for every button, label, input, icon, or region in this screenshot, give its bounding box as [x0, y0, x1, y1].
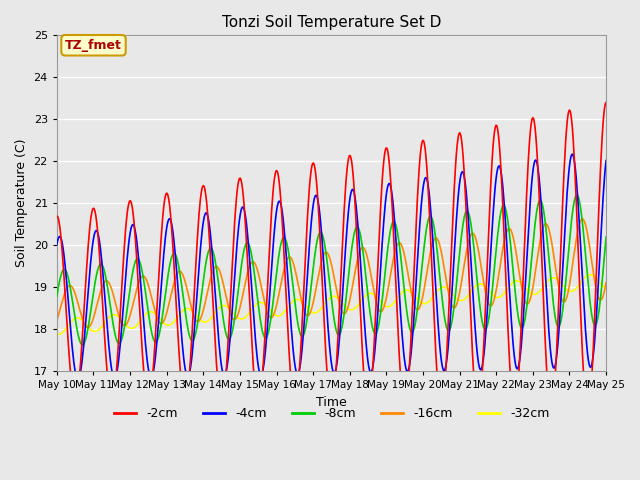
X-axis label: Time: Time: [316, 396, 347, 408]
Y-axis label: Soil Temperature (C): Soil Temperature (C): [15, 139, 28, 267]
Title: Tonzi Soil Temperature Set D: Tonzi Soil Temperature Set D: [222, 15, 441, 30]
Text: TZ_fmet: TZ_fmet: [65, 39, 122, 52]
Legend: -2cm, -4cm, -8cm, -16cm, -32cm: -2cm, -4cm, -8cm, -16cm, -32cm: [109, 402, 554, 425]
